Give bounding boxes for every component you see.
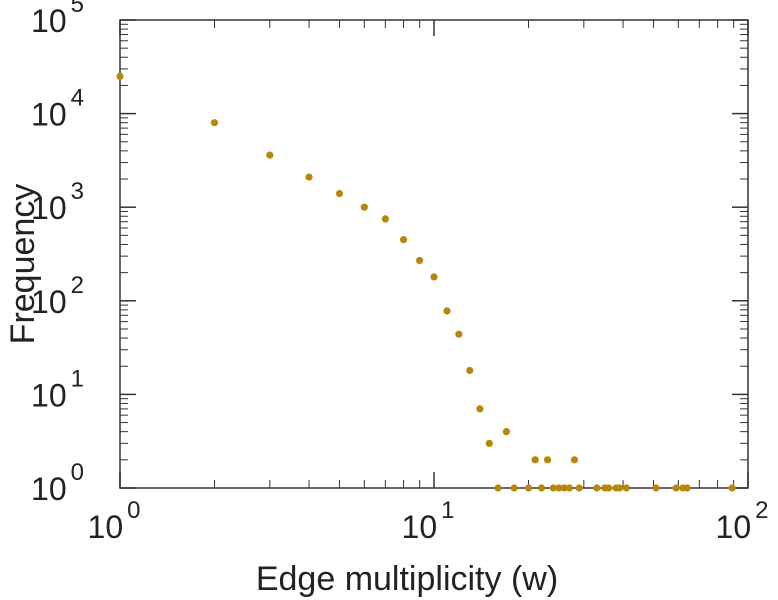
plot-frame — [119, 19, 749, 489]
data-point — [381, 215, 389, 223]
data-point — [605, 484, 613, 492]
data-point — [455, 330, 463, 338]
data-point — [615, 484, 624, 492]
y-tick-label: 10 4 — [31, 85, 84, 133]
data-point — [672, 484, 680, 492]
x-tick-labels: 10 0 10 1 10 2 — [88, 497, 769, 545]
data-point — [683, 484, 691, 492]
data-point — [476, 405, 484, 413]
data-point — [116, 72, 124, 80]
data-point — [537, 484, 546, 492]
data-point — [549, 484, 557, 492]
data-point — [399, 236, 408, 244]
data-point — [485, 439, 493, 447]
data-point — [728, 484, 736, 492]
data-point — [305, 173, 313, 181]
data-point — [652, 484, 660, 492]
data-point — [266, 151, 274, 159]
data-point — [560, 484, 568, 492]
y-tick-label: 10 0 — [31, 459, 84, 507]
y-tick-label: 10 3 — [31, 178, 84, 226]
data-point — [593, 484, 601, 492]
major-ticks — [119, 19, 749, 489]
x-tick-label: 10 0 — [88, 497, 141, 545]
data-point — [360, 203, 368, 211]
data-point — [466, 366, 474, 375]
data-point — [622, 484, 631, 492]
y-axis-label: Frequency — [4, 184, 42, 345]
data-points — [116, 72, 736, 492]
x-axis-label: Edge multiplicity (w) — [256, 560, 558, 598]
data-point — [430, 273, 438, 281]
data-point — [555, 484, 563, 492]
data-point — [543, 456, 552, 464]
data-point — [335, 189, 344, 198]
data-point — [210, 119, 219, 127]
data-point — [524, 484, 533, 492]
y-tick-label: 10 2 — [31, 272, 84, 320]
data-point — [416, 256, 424, 265]
data-point — [502, 428, 510, 436]
data-point — [443, 307, 451, 315]
x-tick-label: 10 1 — [402, 497, 455, 545]
data-point — [494, 484, 502, 492]
y-tick-label: 10 5 — [31, 0, 84, 39]
data-point — [531, 456, 539, 464]
data-point — [565, 484, 574, 492]
data-point — [575, 484, 583, 492]
data-point — [510, 484, 518, 492]
data-point — [570, 456, 579, 464]
x-tick-label: 10 2 — [716, 497, 769, 545]
y-tick-label: 10 1 — [31, 365, 84, 413]
minor-ticks — [120, 20, 748, 488]
